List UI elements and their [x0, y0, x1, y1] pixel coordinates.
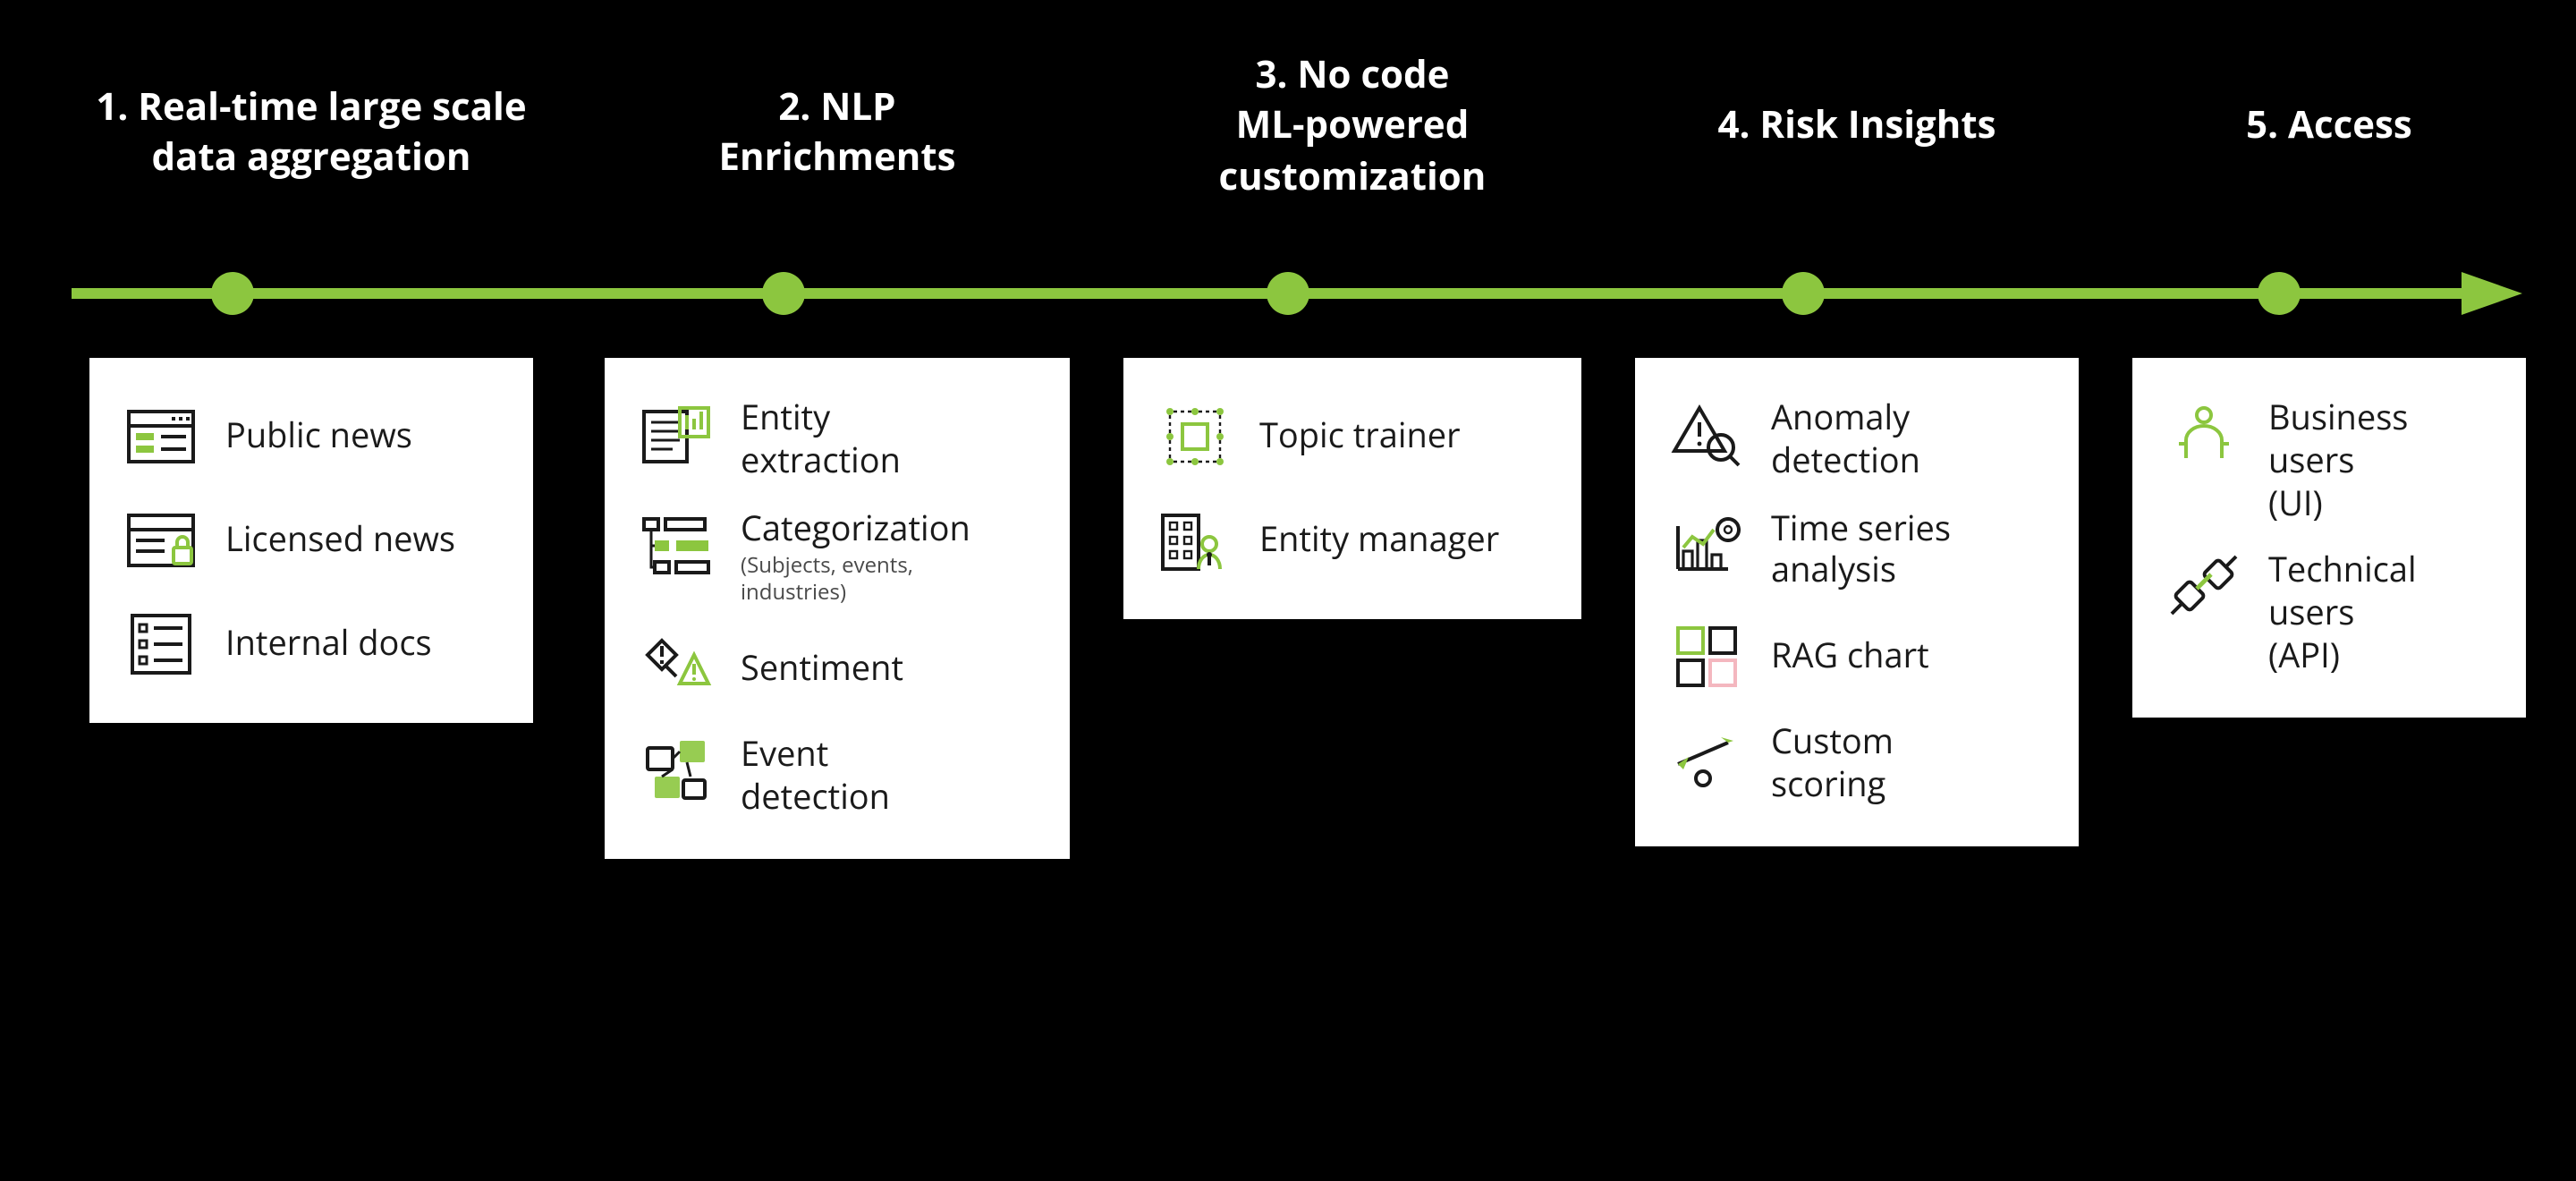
feature-label: Entity extraction [741, 397, 901, 482]
feature-label: Entity manager [1259, 519, 1499, 562]
feature-item: Categorization(Subjects, events, industr… [637, 507, 1038, 605]
feature-item: RAG chart [1667, 617, 2046, 696]
feature-label: Business users (UI) [2268, 397, 2494, 525]
feature-item: Licensed news [122, 501, 501, 580]
event-detection-icon [637, 734, 716, 812]
internal-docs-icon [122, 605, 200, 684]
stage-card: Entity extraction Categorization(Subject… [605, 358, 1070, 858]
feature-label: Sentiment [741, 648, 903, 691]
feature-item: Custom scoring [1667, 721, 2046, 806]
feature-text: Internal docs [225, 605, 432, 684]
sentiment-icon [637, 630, 716, 709]
feature-label: Licensed news [225, 519, 455, 562]
feature-item: Public news [122, 397, 501, 476]
entity-manager-icon [1156, 501, 1234, 580]
feature-label: Public news [225, 415, 412, 458]
time-series-icon [1667, 507, 1746, 586]
feature-text: Topic trainer [1259, 397, 1461, 476]
feature-item: Anomaly detection [1667, 397, 2046, 482]
categorization-icon [637, 507, 716, 586]
feature-text: Sentiment [741, 630, 903, 709]
feature-label: Time series analysis [1771, 507, 1951, 592]
feature-text: Business users (UI) [2268, 397, 2494, 525]
feature-item: Internal docs [122, 605, 501, 684]
feature-text: Public news [225, 397, 412, 476]
stage-title: 2. NLP Enrichments [605, 82, 1070, 183]
feature-subtext: (Subjects, events, industries) [741, 554, 970, 606]
stage-title: 1. Real-time large scale data aggregatio… [72, 82, 551, 183]
feature-item: Topic trainer [1156, 397, 1549, 476]
stage-card: Anomaly detection Time series analys [1635, 358, 2079, 845]
stage-title: 3. No code ML-powered customization [1123, 50, 1581, 202]
feature-label: Categorization [741, 507, 970, 550]
stage-card: Topic trainer Entity manager [1123, 358, 1581, 619]
feature-text: RAG chart [1771, 617, 1929, 696]
business-users-icon [2165, 397, 2243, 476]
stage-title: 4. Risk Insights [1635, 100, 2079, 151]
feature-text: Entity manager [1259, 501, 1499, 580]
custom-scoring-icon [1667, 721, 1746, 800]
stage-card: Public news Licensed news Internal do [89, 358, 533, 723]
news-licensed-icon [122, 501, 200, 580]
feature-text: Entity extraction [741, 397, 901, 482]
feature-text: Technical users (API) [2268, 550, 2494, 678]
feature-label: Event detection [741, 734, 890, 819]
stages-container: 1. Real-time large scale data aggregatio… [0, 0, 2576, 1181]
pipeline-diagram: 1. Real-time large scale data aggregatio… [0, 0, 2576, 1181]
feature-item: Entity manager [1156, 501, 1549, 580]
feature-text: Anomaly detection [1771, 397, 1920, 482]
feature-item: Business users (UI) [2165, 397, 2494, 525]
feature-text: Licensed news [225, 501, 455, 580]
feature-label: Custom scoring [1771, 721, 1894, 806]
feature-text: Time series analysis [1771, 507, 1951, 592]
topic-trainer-icon [1156, 397, 1234, 476]
feature-item: Time series analysis [1667, 507, 2046, 592]
news-public-icon [122, 397, 200, 476]
feature-label: Anomaly detection [1771, 397, 1920, 482]
technical-users-icon [2165, 550, 2243, 629]
feature-label: RAG chart [1771, 635, 1929, 678]
feature-text: Categorization(Subjects, events, industr… [741, 507, 970, 605]
stage-card: Business users (UI) Technical users (API… [2132, 358, 2526, 717]
rag-chart-icon [1667, 617, 1746, 696]
feature-item: Sentiment [637, 630, 1038, 709]
feature-text: Custom scoring [1771, 721, 1894, 806]
stage-title: 5. Access [2132, 100, 2526, 151]
feature-item: Event detection [637, 734, 1038, 819]
feature-label: Technical users (API) [2268, 550, 2494, 678]
anomaly-detection-icon [1667, 397, 1746, 476]
entity-extraction-icon [637, 397, 716, 476]
feature-item: Technical users (API) [2165, 550, 2494, 678]
feature-label: Topic trainer [1259, 415, 1461, 458]
feature-label: Internal docs [225, 623, 432, 666]
feature-item: Entity extraction [637, 397, 1038, 482]
feature-text: Event detection [741, 734, 890, 819]
